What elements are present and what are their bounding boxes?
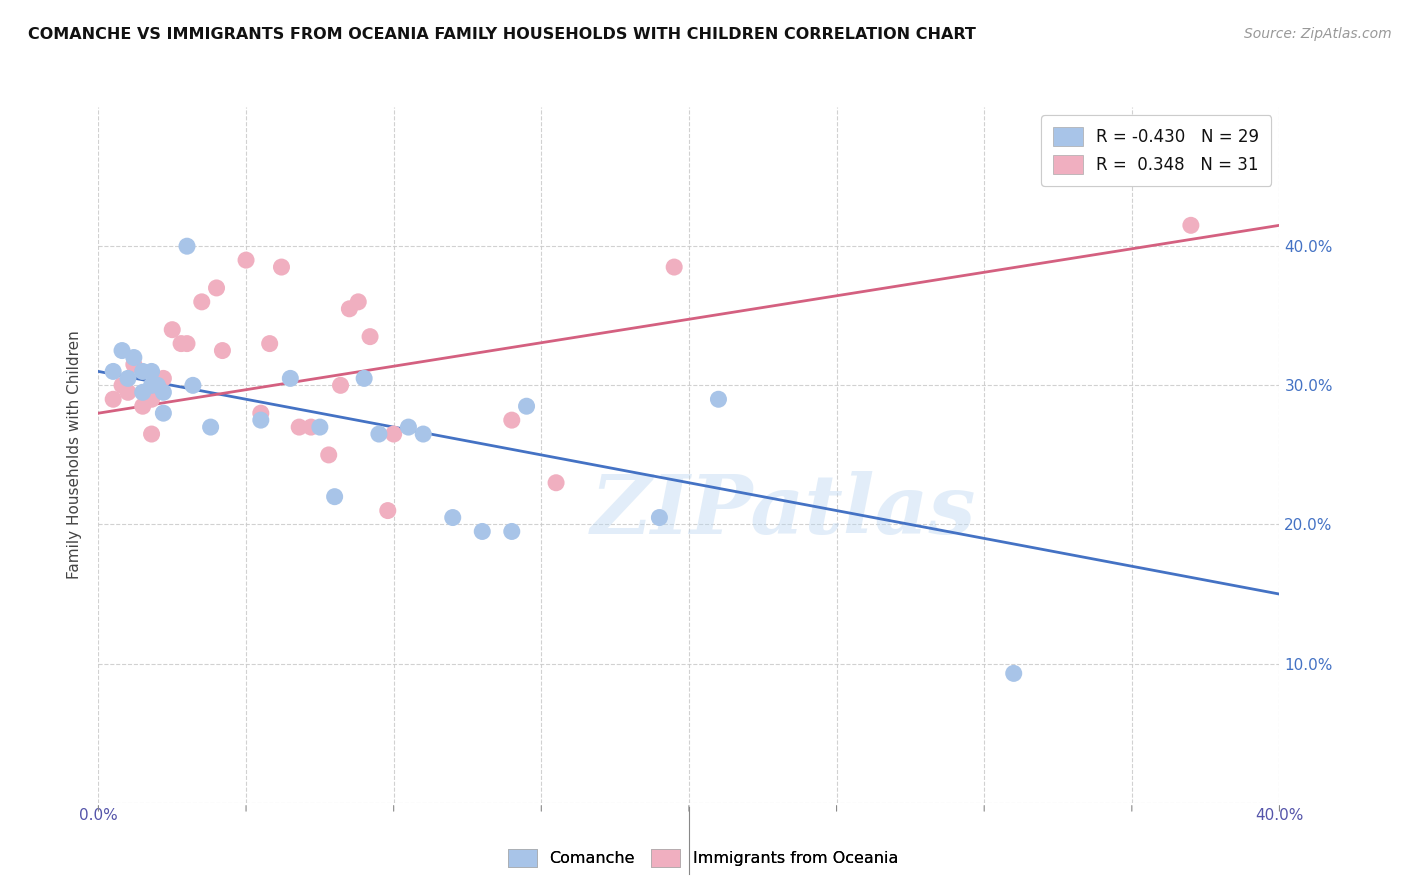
Point [146, 378, 169, 392]
Point [323, 490, 346, 504]
Point [205, 281, 228, 295]
Point [648, 510, 671, 524]
Point [359, 329, 381, 343]
Point [270, 260, 292, 274]
Legend: R = -0.430   N = 29, R =  0.348   N = 31: R = -0.430 N = 29, R = 0.348 N = 31 [1042, 115, 1271, 186]
Point [152, 385, 174, 400]
Point [1180, 219, 1202, 233]
Point [141, 378, 163, 392]
Point [396, 420, 419, 434]
Point [339, 301, 360, 316]
Point [250, 406, 273, 420]
Point [412, 427, 434, 442]
Point [1002, 666, 1025, 681]
Point [141, 392, 163, 407]
Point [377, 503, 399, 517]
Point [117, 385, 139, 400]
Text: COMANCHE VS IMMIGRANTS FROM OCEANIA FAMILY HOUSEHOLDS WITH CHILDREN CORRELATION : COMANCHE VS IMMIGRANTS FROM OCEANIA FAMI… [28, 27, 976, 42]
Point [347, 294, 370, 309]
Point [368, 427, 391, 442]
Point [111, 378, 134, 392]
Point [235, 253, 257, 268]
Point [200, 420, 222, 434]
Point [117, 371, 139, 385]
Point [152, 371, 174, 385]
Point [132, 385, 155, 400]
Point [501, 413, 523, 427]
Point [707, 392, 730, 407]
Point [309, 420, 332, 434]
Point [170, 336, 193, 351]
Point [664, 260, 686, 274]
Point [132, 399, 155, 413]
Point [382, 427, 405, 442]
Text: Source: ZipAtlas.com: Source: ZipAtlas.com [1244, 27, 1392, 41]
Point [103, 392, 125, 407]
Point [162, 323, 183, 337]
Point [211, 343, 233, 358]
Point [181, 378, 204, 392]
Point [122, 351, 145, 365]
Point [191, 294, 214, 309]
Point [152, 406, 174, 420]
Point [441, 510, 464, 524]
Legend: Comanche, Immigrants from Oceania: Comanche, Immigrants from Oceania [501, 840, 905, 875]
Point [259, 336, 281, 351]
Point [353, 371, 375, 385]
Point [111, 343, 134, 358]
Point [299, 420, 322, 434]
Point [141, 427, 163, 442]
Point [103, 364, 125, 378]
Point [288, 420, 311, 434]
Point [515, 399, 537, 413]
Point [132, 364, 155, 378]
Point [329, 378, 352, 392]
Point [278, 371, 302, 385]
Text: ZIPatlas: ZIPatlas [591, 471, 976, 550]
Point [122, 358, 145, 372]
Point [176, 239, 198, 253]
Point [546, 475, 568, 490]
Point [471, 524, 494, 539]
Point [501, 524, 523, 539]
Point [141, 364, 163, 378]
Point [318, 448, 340, 462]
Point [176, 336, 198, 351]
Point [250, 413, 273, 427]
Y-axis label: Family Households with Children: Family Households with Children [67, 331, 83, 579]
